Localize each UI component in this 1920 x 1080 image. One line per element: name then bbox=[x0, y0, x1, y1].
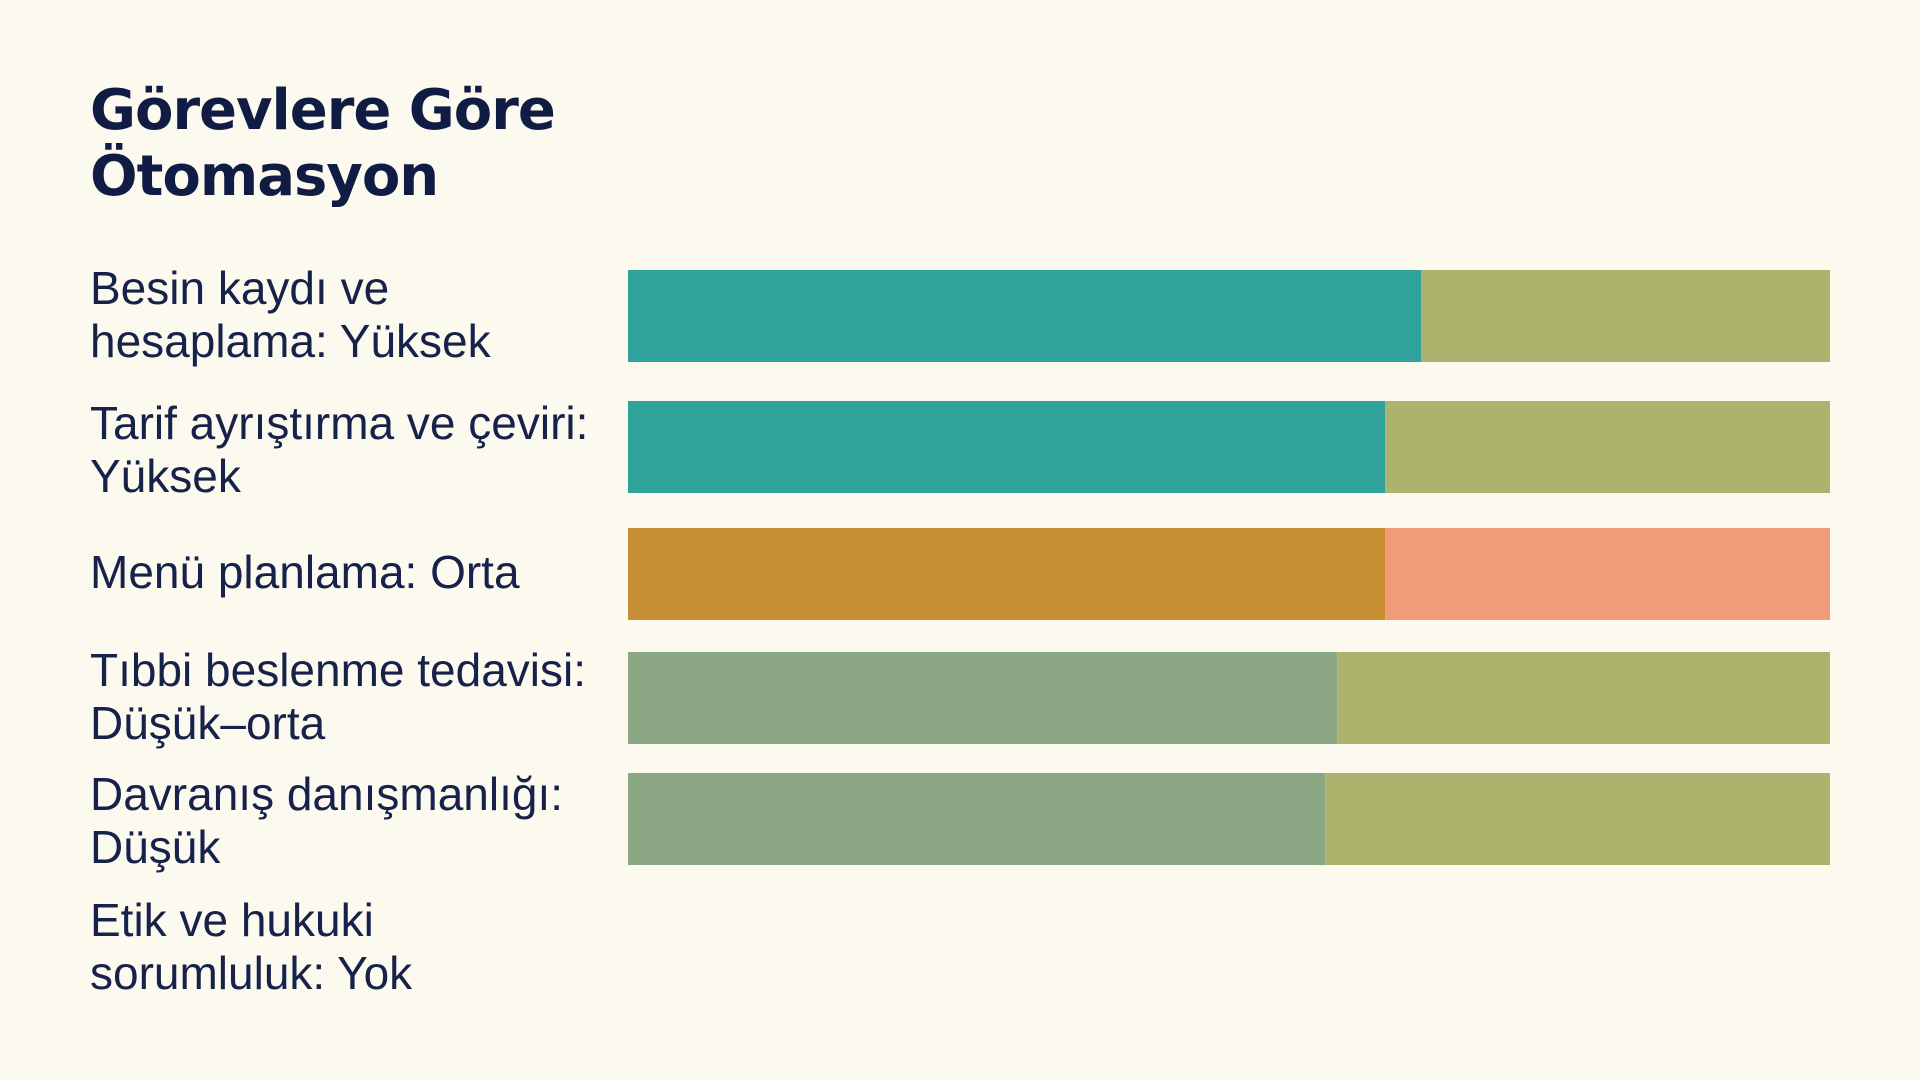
bar-segment-5-2 bbox=[1325, 773, 1830, 865]
bar-segment-1-1 bbox=[628, 270, 1422, 362]
bar-segment-3-1 bbox=[628, 528, 1386, 620]
bar-segment-2-1 bbox=[628, 401, 1386, 493]
category-label-4: Tıbbi beslenme tedavisi: Düşük–orta bbox=[90, 644, 587, 749]
category-label-6: Etik ve hukuki sorumluluk: Yok bbox=[90, 894, 413, 999]
category-label-3: Menü planlama: Orta bbox=[90, 546, 520, 598]
bar-segment-4-2 bbox=[1337, 652, 1830, 744]
category-label-5: Davranış danışmanlığı: Düşük bbox=[90, 768, 564, 873]
bar-segment-3-2 bbox=[1385, 528, 1830, 620]
bar-segment-5-1 bbox=[628, 773, 1326, 865]
chart-title: Görevlere Göre Ötomasyon bbox=[90, 78, 556, 209]
bar-segment-4-1 bbox=[628, 652, 1338, 744]
bar-segment-2-2 bbox=[1385, 401, 1830, 493]
bar-segment-1-2 bbox=[1421, 270, 1830, 362]
category-label-2: Tarif ayrıştırma ve çeviri: Yüksek bbox=[90, 397, 589, 502]
category-label-1: Besin kaydı ve hesaplama: Yüksek bbox=[90, 262, 491, 367]
